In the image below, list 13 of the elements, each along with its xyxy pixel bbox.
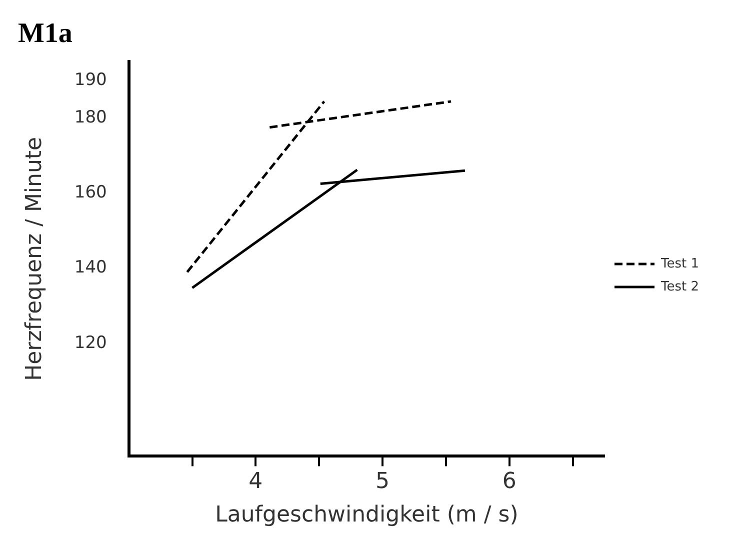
x-axis-title: Laufgeschwindigkeit (m / s) <box>215 502 518 528</box>
x-tick-label: 5 <box>376 469 390 494</box>
y-tick-label: 160 <box>74 182 107 203</box>
y-axis-title: Herzfrequenz / Minute <box>22 136 47 381</box>
chart-title: M1a <box>18 18 72 50</box>
y-tick-label: 190 <box>74 70 107 90</box>
x-tick-label: 4 <box>248 469 263 494</box>
y-tick-label: 120 <box>74 332 107 353</box>
legend-label: Test 1 <box>660 256 700 272</box>
y-tick-label: 180 <box>74 107 107 128</box>
y-tick-label: 140 <box>74 258 107 278</box>
x-tick-label: 6 <box>502 469 516 494</box>
legend-label: Test 2 <box>660 279 700 294</box>
